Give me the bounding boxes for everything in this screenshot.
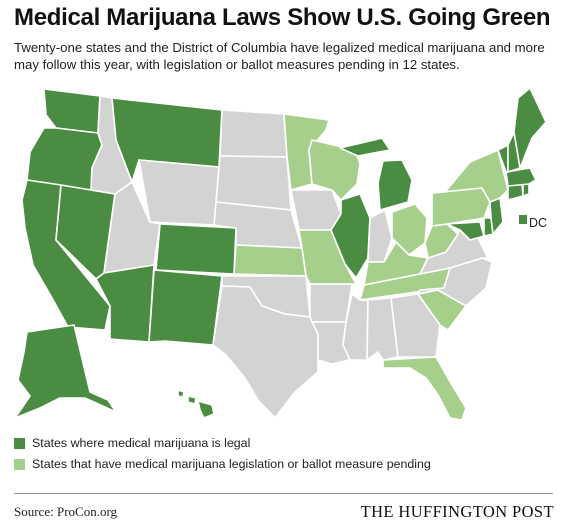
dc-label: DC bbox=[529, 216, 548, 230]
page-subtitle: Twenty-one states and the District of Co… bbox=[14, 40, 545, 72]
state-sd bbox=[215, 155, 292, 211]
source-credit: Source: ProCon.org bbox=[14, 504, 118, 519]
state-ma bbox=[505, 167, 537, 187]
footer-divider bbox=[14, 493, 553, 494]
state-fl bbox=[382, 356, 467, 421]
state-ia bbox=[290, 189, 342, 231]
dc-marker bbox=[519, 215, 527, 224]
state-il bbox=[330, 193, 371, 279]
state-nd bbox=[219, 109, 288, 158]
state-ak bbox=[14, 324, 117, 419]
state-ks bbox=[233, 244, 307, 277]
state-co bbox=[155, 223, 237, 275]
state-mi bbox=[339, 137, 413, 211]
state-ar bbox=[309, 283, 353, 323]
state-ga bbox=[390, 293, 441, 358]
state-pa bbox=[431, 187, 491, 227]
state-md bbox=[446, 221, 485, 241]
legend-item-pending: States that have medical marijuana legis… bbox=[14, 457, 431, 471]
state-az bbox=[95, 264, 155, 343]
state-hi bbox=[177, 389, 215, 419]
legend-label-legal: States where medical marijuana is legal bbox=[32, 436, 251, 450]
state-ri bbox=[522, 183, 530, 197]
legend-swatch-pending bbox=[14, 458, 25, 470]
state-nj bbox=[489, 197, 504, 235]
state-nm bbox=[148, 269, 223, 346]
legend-item-legal: States where medical marijuana is legal bbox=[14, 436, 250, 450]
state-me bbox=[513, 87, 547, 169]
state-wa bbox=[43, 88, 101, 134]
publisher-logo: THE HUFFINGTON POST bbox=[360, 502, 554, 521]
page-title: Medical Marijuana Laws Show U.S. Going G… bbox=[14, 4, 551, 31]
state-wy bbox=[138, 159, 220, 226]
legend-label-pending: States that have medical marijuana legis… bbox=[32, 457, 431, 471]
state-oh bbox=[391, 203, 428, 256]
state-ny bbox=[431, 149, 509, 203]
legend-swatch-legal bbox=[14, 437, 25, 449]
